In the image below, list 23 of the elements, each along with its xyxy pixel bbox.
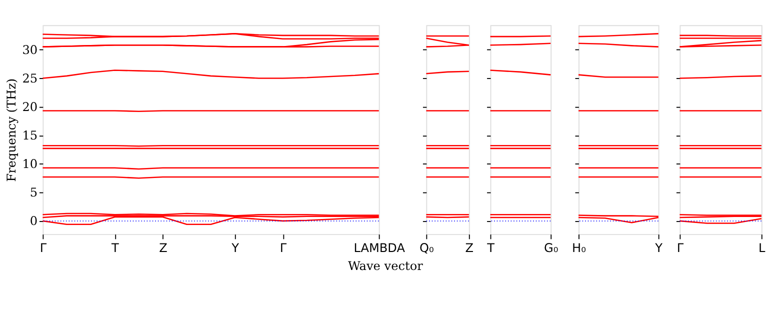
y-tick-label: 0	[30, 214, 38, 228]
x-tick-label: Γ	[280, 241, 287, 256]
x-tick-label: T	[486, 241, 496, 256]
x-tick-label: Z	[159, 241, 168, 256]
x-tick-label: Y	[654, 241, 664, 256]
y-tick-label: 5	[30, 186, 38, 200]
y-tick-label: 15	[22, 128, 38, 142]
y-tick-label: 30	[22, 42, 38, 57]
y-tick-label: 10	[22, 157, 38, 172]
y-axis-title: Frequency (THz)	[4, 78, 19, 182]
x-tick-label: T	[110, 241, 120, 256]
x-tick-label: Q₀	[420, 241, 434, 256]
x-tick-label: H₀	[572, 241, 586, 256]
x-tick-label: Y	[230, 241, 240, 256]
y-tick-label: 25	[22, 71, 38, 86]
x-tick-label: L	[758, 241, 766, 256]
x-tick-label: Z	[465, 241, 474, 256]
y-tick-label: 20	[22, 100, 38, 114]
x-tick-label: Γ	[40, 241, 47, 256]
x-tick-label: Γ	[676, 241, 684, 256]
x-axis-title: Wave vector	[348, 258, 424, 273]
x-tick-label: LAMBDA	[354, 241, 406, 256]
x-tick-label: G₀	[544, 241, 558, 256]
